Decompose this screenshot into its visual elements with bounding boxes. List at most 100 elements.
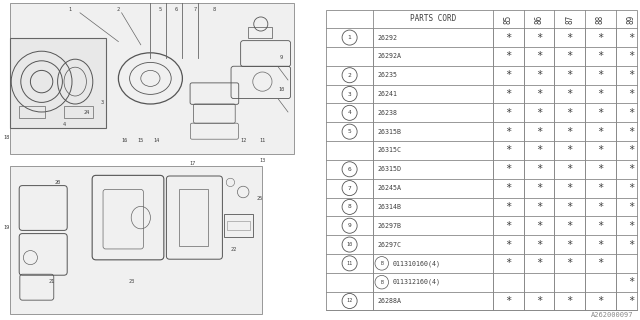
- Text: 1: 1: [69, 7, 72, 12]
- Text: 6: 6: [348, 167, 351, 172]
- Text: *: *: [628, 70, 634, 80]
- Text: *: *: [536, 52, 542, 61]
- Text: *: *: [597, 221, 604, 231]
- Text: *: *: [628, 183, 634, 193]
- Text: *: *: [566, 33, 573, 43]
- Text: *: *: [628, 164, 634, 174]
- Text: *: *: [597, 52, 604, 61]
- Text: *: *: [597, 296, 604, 306]
- Text: *: *: [566, 146, 573, 156]
- Text: *: *: [505, 240, 511, 250]
- Bar: [19, 106, 45, 118]
- Text: 22: 22: [230, 247, 237, 252]
- Text: 24: 24: [83, 109, 90, 115]
- Text: 7: 7: [194, 7, 196, 12]
- Text: 88: 88: [596, 14, 605, 23]
- Text: *: *: [566, 89, 573, 99]
- Text: 8: 8: [213, 7, 216, 12]
- Text: 86: 86: [534, 14, 543, 23]
- Bar: [64, 106, 93, 118]
- Text: *: *: [536, 146, 542, 156]
- Text: 25: 25: [256, 196, 262, 201]
- Bar: [179, 189, 208, 246]
- Text: 26315D: 26315D: [378, 166, 402, 172]
- Text: *: *: [505, 70, 511, 80]
- Text: 17: 17: [189, 161, 195, 166]
- Text: *: *: [536, 296, 542, 306]
- Polygon shape: [10, 3, 294, 154]
- Text: 26297B: 26297B: [378, 223, 402, 229]
- Bar: [224, 214, 253, 237]
- Text: 13: 13: [259, 157, 266, 163]
- Text: 19: 19: [3, 225, 10, 230]
- Text: 26245A: 26245A: [378, 185, 402, 191]
- Text: *: *: [505, 296, 511, 306]
- Text: B: B: [380, 280, 383, 285]
- Text: 6: 6: [175, 7, 177, 12]
- Text: *: *: [536, 240, 542, 250]
- Bar: [248, 27, 272, 38]
- Text: *: *: [505, 202, 511, 212]
- Text: *: *: [566, 296, 573, 306]
- Text: 26238: 26238: [378, 110, 397, 116]
- Text: *: *: [597, 183, 604, 193]
- Text: 23: 23: [128, 279, 134, 284]
- Text: *: *: [597, 127, 604, 137]
- Text: *: *: [566, 221, 573, 231]
- Text: *: *: [566, 202, 573, 212]
- Text: 2: 2: [117, 7, 120, 12]
- Text: *: *: [628, 146, 634, 156]
- Text: *: *: [505, 52, 511, 61]
- Text: 011312160(4): 011312160(4): [393, 279, 440, 285]
- Text: *: *: [597, 164, 604, 174]
- Text: 3: 3: [101, 100, 104, 105]
- Text: 12: 12: [346, 299, 353, 303]
- Text: *: *: [536, 258, 542, 268]
- Text: *: *: [505, 127, 511, 137]
- Text: 89: 89: [627, 14, 636, 23]
- Text: *: *: [505, 258, 511, 268]
- Text: *: *: [536, 202, 542, 212]
- Text: 18: 18: [3, 135, 10, 140]
- Text: 26315C: 26315C: [378, 148, 402, 154]
- Text: B: B: [380, 261, 383, 266]
- Text: 26297C: 26297C: [378, 242, 402, 248]
- Text: 4: 4: [348, 110, 351, 115]
- Text: 10: 10: [346, 242, 353, 247]
- Text: 21: 21: [48, 279, 54, 284]
- Text: 26314B: 26314B: [378, 204, 402, 210]
- Text: 85: 85: [504, 14, 513, 23]
- Text: *: *: [536, 89, 542, 99]
- Text: *: *: [628, 33, 634, 43]
- Text: *: *: [597, 33, 604, 43]
- Text: 11: 11: [259, 138, 266, 143]
- Text: 7: 7: [348, 186, 351, 191]
- Text: 3: 3: [348, 92, 351, 97]
- Text: 87: 87: [565, 14, 574, 23]
- Text: *: *: [566, 258, 573, 268]
- Text: *: *: [566, 70, 573, 80]
- Text: 1: 1: [348, 35, 351, 40]
- Text: *: *: [566, 127, 573, 137]
- Text: 20: 20: [54, 180, 61, 185]
- Text: 26315B: 26315B: [378, 129, 402, 135]
- Text: 10: 10: [278, 87, 285, 92]
- Text: 2: 2: [348, 73, 351, 78]
- Text: *: *: [505, 221, 511, 231]
- Text: *: *: [536, 221, 542, 231]
- Text: *: *: [597, 146, 604, 156]
- Text: *: *: [536, 183, 542, 193]
- Text: 4: 4: [63, 122, 65, 127]
- Text: 9: 9: [280, 55, 283, 60]
- Bar: [10, 38, 106, 128]
- Text: 26241: 26241: [378, 91, 397, 97]
- Text: *: *: [536, 33, 542, 43]
- Text: *: *: [597, 108, 604, 118]
- Text: *: *: [536, 164, 542, 174]
- Text: PARTS CORD: PARTS CORD: [410, 14, 456, 23]
- Bar: [227, 221, 250, 230]
- Text: 5: 5: [348, 129, 351, 134]
- Text: *: *: [628, 240, 634, 250]
- Text: 15: 15: [138, 138, 144, 143]
- Text: 26235: 26235: [378, 72, 397, 78]
